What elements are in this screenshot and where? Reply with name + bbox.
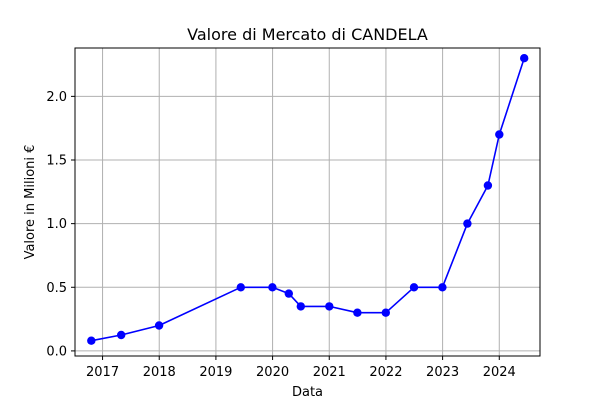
grid (75, 48, 540, 356)
plot-frame (74, 47, 541, 357)
data-point (268, 283, 277, 292)
data-point (236, 283, 245, 292)
x-tick-label: 2020 (256, 365, 289, 380)
y-tick-label: 2.0 (46, 90, 67, 105)
series-layer (87, 54, 529, 345)
series-line (91, 57, 525, 342)
data-point (381, 308, 390, 317)
x-tick-label: 2019 (199, 365, 232, 380)
x-tick-label: 2018 (143, 365, 176, 380)
chart-title: Valore di Mercato di CANDELA (187, 25, 428, 44)
data-point (409, 283, 419, 292)
data-point (463, 219, 472, 228)
y-tick-label: 0.0 (46, 344, 67, 359)
x-tick-label: 2024 (483, 365, 516, 380)
x-axis: 2017 2018 2019 2020 2021 2022 2023 2024 (86, 356, 516, 380)
x-tick-label: 2022 (369, 365, 402, 380)
data-point (495, 130, 504, 139)
data-point (296, 302, 305, 311)
data-point (353, 308, 362, 317)
data-point (284, 289, 293, 298)
data-point (325, 302, 334, 311)
y-axis-label: Valore in Milioni € (23, 145, 38, 260)
y-tick-label: 1.5 (46, 154, 67, 169)
data-point (438, 283, 447, 292)
data-point (483, 181, 493, 190)
y-axis: 0.0 0.5 1.0 1.5 2.0 (46, 90, 75, 359)
data-point (117, 330, 126, 340)
y-tick-label: 1.0 (46, 217, 67, 232)
data-point (87, 336, 96, 345)
data-point (520, 54, 529, 63)
x-tick-label: 2017 (86, 365, 119, 380)
x-axis-label: Data (292, 385, 323, 400)
data-point (154, 321, 164, 330)
y-tick-label: 0.5 (46, 281, 67, 296)
x-tick-label: 2023 (426, 365, 459, 380)
x-tick-label: 2021 (313, 365, 346, 380)
